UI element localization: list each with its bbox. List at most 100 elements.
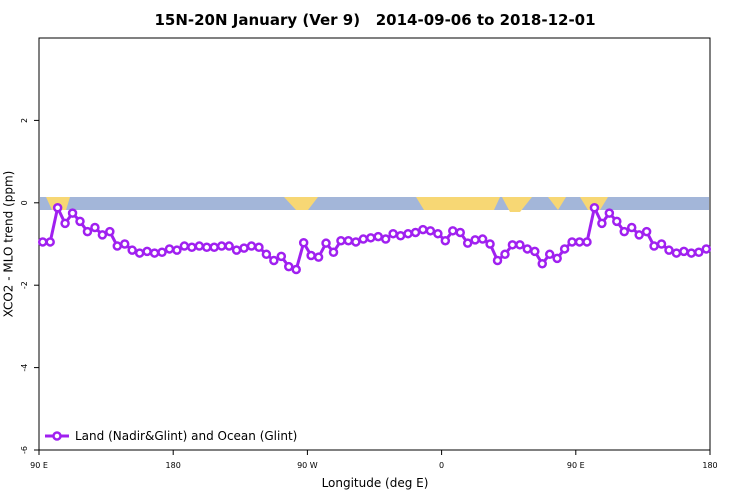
- data-point: [634, 230, 644, 240]
- data-point: [425, 226, 436, 236]
- data-point: [276, 251, 287, 262]
- data-point: [90, 222, 100, 233]
- data-point: [567, 237, 577, 247]
- data-point: [433, 228, 443, 239]
- data-point: [172, 245, 182, 255]
- data-point: [52, 202, 63, 213]
- x-tick-label: 0: [439, 461, 444, 470]
- data-point: [522, 244, 533, 254]
- data-point: [209, 242, 219, 253]
- map-strip: [40, 197, 709, 212]
- data-point: [440, 235, 451, 246]
- data-point: [187, 242, 197, 253]
- x-tick-label: 90 W: [297, 461, 318, 470]
- data-point: [388, 228, 398, 239]
- data-point: [75, 216, 85, 227]
- data-point: [194, 241, 205, 251]
- data-point: [97, 230, 108, 240]
- data-point: [619, 226, 630, 237]
- plot-frame: [38, 37, 711, 451]
- data-point: [60, 218, 70, 229]
- data-point: [179, 241, 190, 251]
- data-point: [366, 233, 376, 243]
- data-point: [112, 241, 123, 251]
- data-point: [67, 208, 78, 218]
- chart-title: 15N-20N January (Ver 9) 2014-09-06 to 20…: [154, 11, 595, 29]
- y-tick-label: 2: [20, 118, 29, 123]
- data-point: [149, 248, 160, 258]
- data-point: [507, 240, 518, 250]
- y-tick-label: -6: [20, 446, 29, 454]
- data-point: [656, 239, 667, 249]
- data-point: [358, 234, 369, 244]
- legend-label: Land (Nadir&Glint) and Ocean (Glint): [75, 429, 297, 443]
- data-point: [544, 249, 555, 260]
- data-point: [515, 240, 525, 250]
- data-point: [530, 246, 540, 257]
- data-point: [694, 247, 704, 257]
- data-point: [119, 239, 130, 249]
- data-point: [604, 208, 615, 218]
- data-point: [246, 241, 257, 251]
- data-point: [321, 238, 331, 248]
- data-point: [45, 237, 55, 247]
- data-point: [559, 244, 570, 254]
- data-point: [626, 222, 637, 233]
- data-point: [239, 243, 249, 253]
- data-point: [261, 249, 272, 260]
- data-point: [641, 226, 652, 237]
- data-point: [224, 241, 234, 251]
- y-tick-label: 0: [20, 200, 29, 205]
- data-point: [582, 237, 592, 247]
- y-tick-label: -2: [20, 281, 29, 289]
- data-point: [284, 261, 294, 272]
- data-point: [403, 228, 413, 239]
- data-point: [373, 231, 383, 242]
- data-point: [216, 241, 227, 251]
- data-point: [142, 246, 152, 257]
- data-point: [313, 252, 324, 262]
- x-tick-label: 90 E: [567, 461, 585, 470]
- data-point: [395, 231, 406, 241]
- data-point: [328, 247, 339, 257]
- data-point: [105, 226, 115, 237]
- data-point: [679, 246, 689, 257]
- data-point: [470, 235, 480, 245]
- data-point: [462, 238, 473, 248]
- data-point: [269, 255, 279, 266]
- data-point: [231, 245, 242, 255]
- data-point: [552, 253, 562, 264]
- data-point: [500, 249, 510, 260]
- data-point: [589, 202, 600, 213]
- data-point: [298, 238, 309, 248]
- data-point: [492, 255, 503, 266]
- legend-marker: [52, 431, 62, 441]
- data-point: [164, 244, 175, 254]
- y-axis-label: XCO2 - MLO trend (ppm): [2, 171, 16, 318]
- data-point: [202, 242, 212, 253]
- data-point: [336, 235, 346, 246]
- data-point: [664, 245, 674, 255]
- x-axis-label: Longitude (deg E): [322, 476, 429, 490]
- x-tick-label: 180: [166, 461, 181, 470]
- data-point: [37, 237, 48, 247]
- data-point: [157, 247, 167, 257]
- y-tick-label: -4: [20, 364, 29, 372]
- data-point: [254, 242, 264, 253]
- data-point: [537, 259, 547, 269]
- data-point: [477, 234, 488, 244]
- data-point: [82, 226, 93, 237]
- x-tick-label: 90 E: [30, 461, 48, 470]
- data-point: [343, 235, 354, 246]
- data-point: [448, 226, 458, 236]
- data-point: [485, 239, 495, 249]
- data-point: [291, 264, 301, 275]
- data-point: [649, 241, 659, 251]
- data-point: [351, 237, 361, 247]
- data-point: [671, 248, 682, 258]
- data-point: [127, 245, 137, 255]
- data-point: [306, 250, 316, 261]
- data-point: [612, 216, 622, 227]
- data-point: [418, 224, 428, 235]
